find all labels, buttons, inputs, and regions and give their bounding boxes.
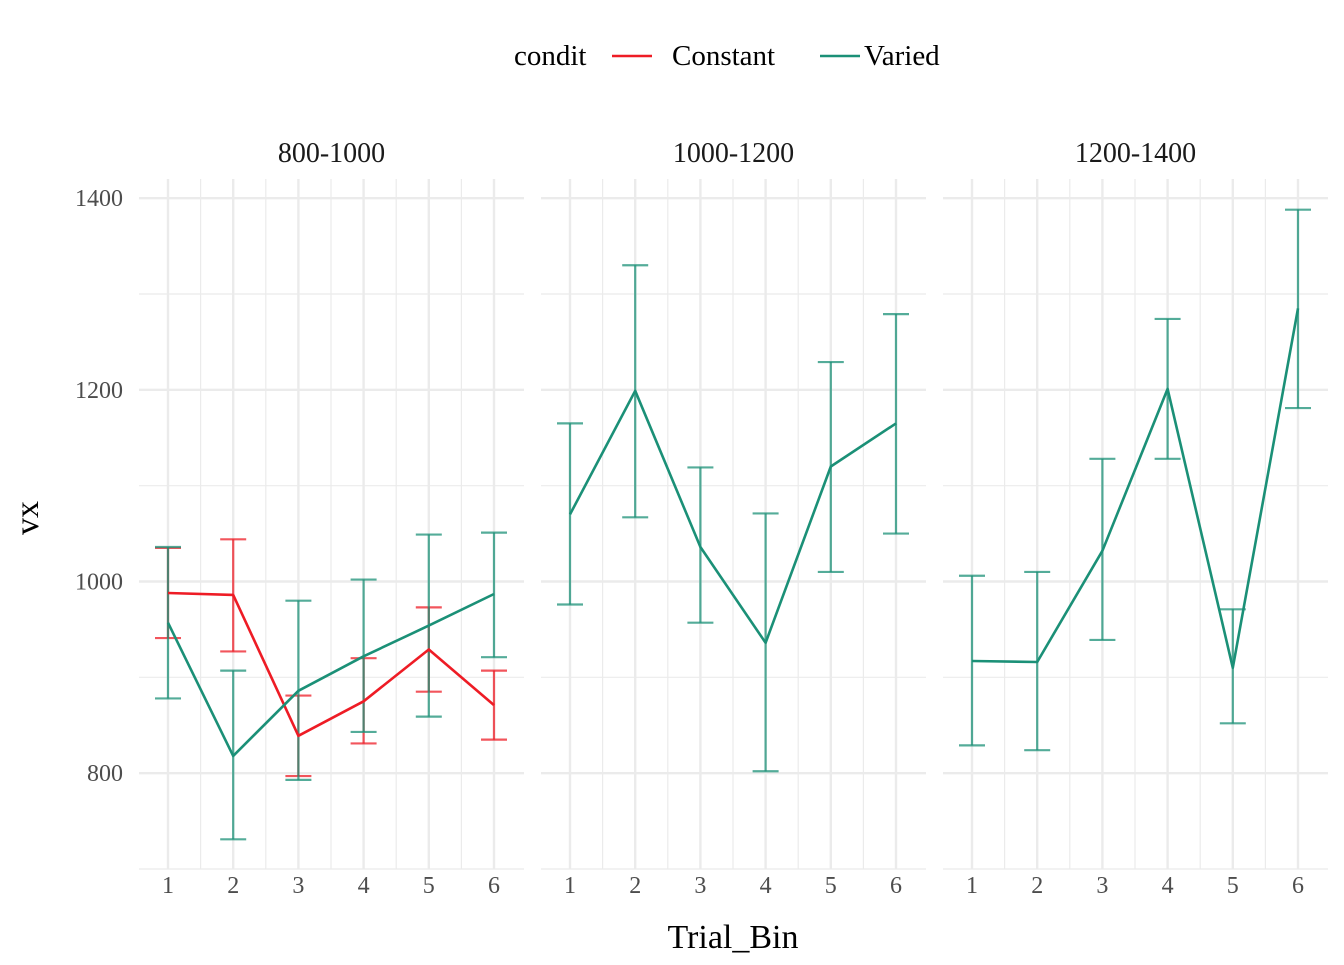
y-tick-label: 1400	[75, 186, 123, 212]
facet-strip-label: 1200-1400	[1075, 138, 1196, 169]
x-tick-label: 5	[825, 873, 837, 899]
legend-label-constant: Constant	[672, 40, 775, 72]
x-tick-label: 3	[694, 873, 706, 899]
x-tick-label: 6	[890, 873, 902, 899]
legend-title: condit	[514, 40, 587, 72]
x-tick-label: 5	[1227, 873, 1239, 899]
x-tick-label: 4	[358, 873, 370, 899]
x-tick-label: 3	[1096, 873, 1108, 899]
y-tick-label: 1000	[75, 570, 123, 596]
series-line-varied	[971, 308, 1300, 670]
x-axis-title: Trial_Bin	[667, 919, 798, 956]
series-line-varied	[568, 389, 897, 645]
series-line-varied	[166, 592, 495, 758]
x-tick-label: 2	[1031, 873, 1043, 899]
facet-strip-label: 1000-1200	[673, 138, 794, 169]
x-tick-label: 6	[488, 873, 500, 899]
x-tick-label: 3	[292, 873, 304, 899]
x-tick-label: 1	[162, 873, 174, 899]
facet-strip-label: 800-1000	[278, 138, 385, 169]
x-tick-label: 4	[760, 873, 772, 899]
y-axis-title: vx	[9, 501, 46, 535]
x-tick-label: 6	[1292, 873, 1304, 899]
legend-label-varied: Varied	[864, 40, 940, 72]
x-tick-label: 2	[227, 873, 239, 899]
x-tick-label: 1	[966, 873, 978, 899]
y-tick-label: 800	[87, 761, 123, 787]
series-line-constant	[167, 591, 495, 738]
x-tick-label: 2	[629, 873, 641, 899]
x-tick-label: 4	[1162, 873, 1174, 899]
x-tick-label: 5	[423, 873, 435, 899]
y-tick-label: 1200	[75, 378, 123, 404]
x-tick-label: 1	[564, 873, 576, 899]
